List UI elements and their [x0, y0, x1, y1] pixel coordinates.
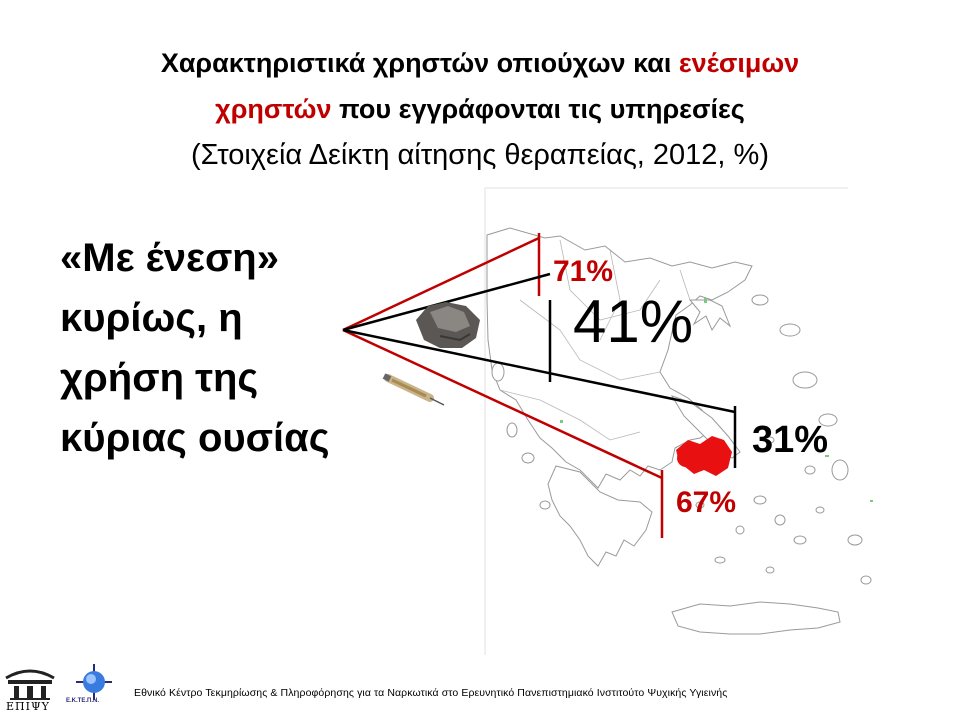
ektepn-logo-label: Ε.Κ.ΤΕ.Π.Ν.: [66, 698, 100, 704]
ektepn-logo: [76, 664, 112, 700]
title-line2-text: που εγγράφονται τις υπηρεσίες: [331, 94, 745, 124]
title-subtitle: (Στοιχεία Δείκτη αίτησης θεραπείας, 2012…: [191, 139, 769, 171]
greece-map: [484, 187, 872, 655]
map-green-islands: [560, 298, 873, 502]
title-line1-highlight: ενέσιμων: [678, 48, 800, 78]
black-inner-lines: [342, 272, 737, 468]
epipsy-logo-label: ΕΠΙΨΥ: [6, 700, 50, 713]
statement-line4: κύριας ουσίας: [60, 416, 330, 460]
epipsy-logo: [5, 669, 55, 700]
title-line2-highlight: χρηστών: [215, 94, 332, 124]
map-region-borders: [499, 239, 691, 441]
slide-title: Χαρακτηριστικά χρηστών οπιούχων και ενέσ…: [40, 40, 920, 178]
injection-statement: «Με ένεση» κυρίως, η χρήση της κύριας ου…: [60, 228, 330, 468]
stat-top-red: 71%: [553, 255, 613, 288]
stat-bottom-red: 67%: [676, 486, 736, 519]
syringe-icon: [382, 373, 445, 406]
stat-bottom-black: 31%: [752, 419, 828, 461]
stat-top-black: 41%: [573, 288, 693, 355]
red-outer-lines: [342, 233, 664, 538]
heroin-rock-icon: [416, 302, 480, 348]
statement-line3: χρήση της: [60, 356, 259, 400]
statement-line2: κυρίως, η: [60, 296, 243, 340]
footer-institution: Εθνικό Κέντρο Τεκμηρίωσης & Πληροφόρησης…: [134, 687, 728, 699]
attica-region-highlight: [676, 436, 732, 476]
statement-line1: «Με ένεση»: [60, 236, 279, 280]
title-line1-text: Χαρακτηριστικά χρηστών οπιούχων και: [160, 48, 679, 78]
